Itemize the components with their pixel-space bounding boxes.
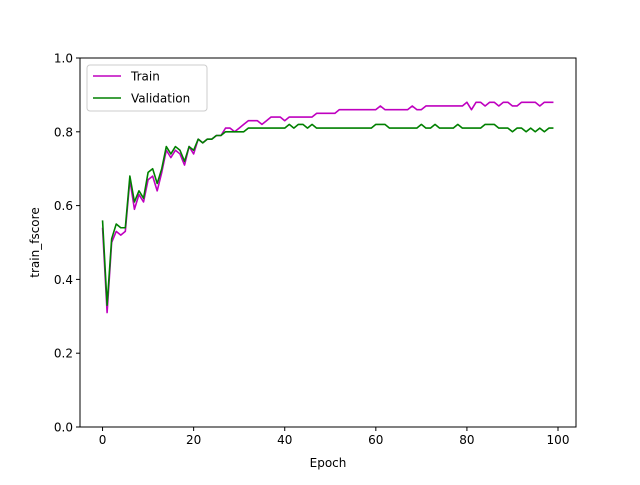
series-line-train: [101, 101, 554, 314]
y-axis-label: train_fscore: [28, 207, 42, 277]
y-tick-label: 0.4: [54, 273, 73, 287]
legend-label-train: Train: [130, 70, 160, 84]
y-tick-label: 0.0: [54, 421, 73, 435]
x-tick-label: 40: [277, 433, 292, 447]
y-tick-label: 0.2: [54, 347, 73, 361]
x-tick-label: 100: [547, 433, 570, 447]
legend-label-validation: Validation: [131, 92, 190, 106]
series-line-validation: [101, 123, 554, 307]
plot-area: [80, 58, 576, 427]
x-tick-label: 80: [459, 433, 474, 447]
x-tick-label: 20: [186, 433, 201, 447]
y-axis-ticks: 0.0 0.2 0.4 0.6 0.8 1.0: [54, 52, 80, 435]
y-tick-label: 1.0: [54, 52, 73, 66]
x-tick-label: 60: [368, 433, 383, 447]
plot-frame: [79, 57, 577, 428]
y-tick-label: 0.8: [54, 125, 73, 139]
series-layer: [101, 101, 554, 314]
x-axis-label: Epoch: [310, 456, 347, 470]
legend: Train Validation: [86, 64, 208, 112]
y-tick-label: 0.6: [54, 199, 73, 213]
x-axis-ticks: 0 20 40 60 80 100: [99, 427, 570, 447]
x-tick-label: 0: [99, 433, 107, 447]
